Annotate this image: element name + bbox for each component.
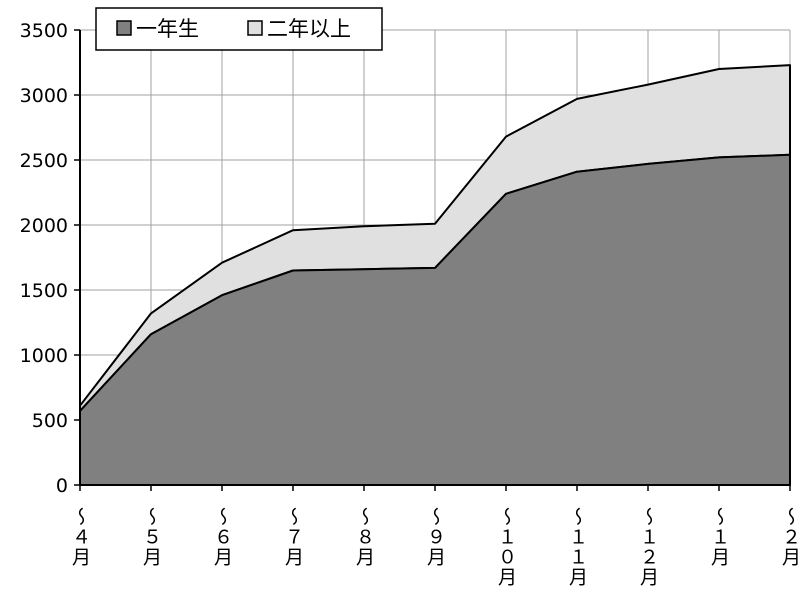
x-tick-label: 〜６月 [211, 507, 233, 567]
x-tick-label: 〜５月 [140, 507, 162, 567]
x-tick-label: 〜９月 [424, 507, 446, 567]
legend-label-second-year-plus: 二年以上 [267, 17, 351, 41]
x-tick-label: 〜１１月 [566, 507, 588, 587]
y-tick-label: 0 [56, 475, 68, 497]
legend-box [95, 7, 383, 51]
legend-label-first-year: 一年生 [136, 17, 199, 41]
x-tick-label: 〜１月 [708, 507, 730, 567]
x-tick-label: 〜８月 [353, 507, 375, 567]
y-tick-label: 2000 [20, 215, 68, 237]
area-series-first-year [79, 153, 791, 486]
x-tick-label: 〜４月 [69, 507, 91, 567]
y-tick-label: 1500 [20, 280, 68, 302]
x-tick-label: 〜１２月 [637, 507, 659, 587]
y-tick-label: 1000 [20, 345, 68, 367]
x-tick-label: 〜１０月 [495, 507, 517, 587]
y-tick-label: 500 [32, 410, 68, 432]
y-tick-label: 3500 [20, 20, 68, 42]
y-tick-label: 3000 [20, 85, 68, 107]
x-tick-label: 〜２月 [779, 507, 801, 567]
legend-swatch-first-year [116, 20, 132, 36]
y-tick-label: 2500 [20, 150, 68, 172]
x-tick-label: 〜７月 [282, 507, 304, 567]
legend-swatch-second-year-plus [247, 20, 263, 36]
